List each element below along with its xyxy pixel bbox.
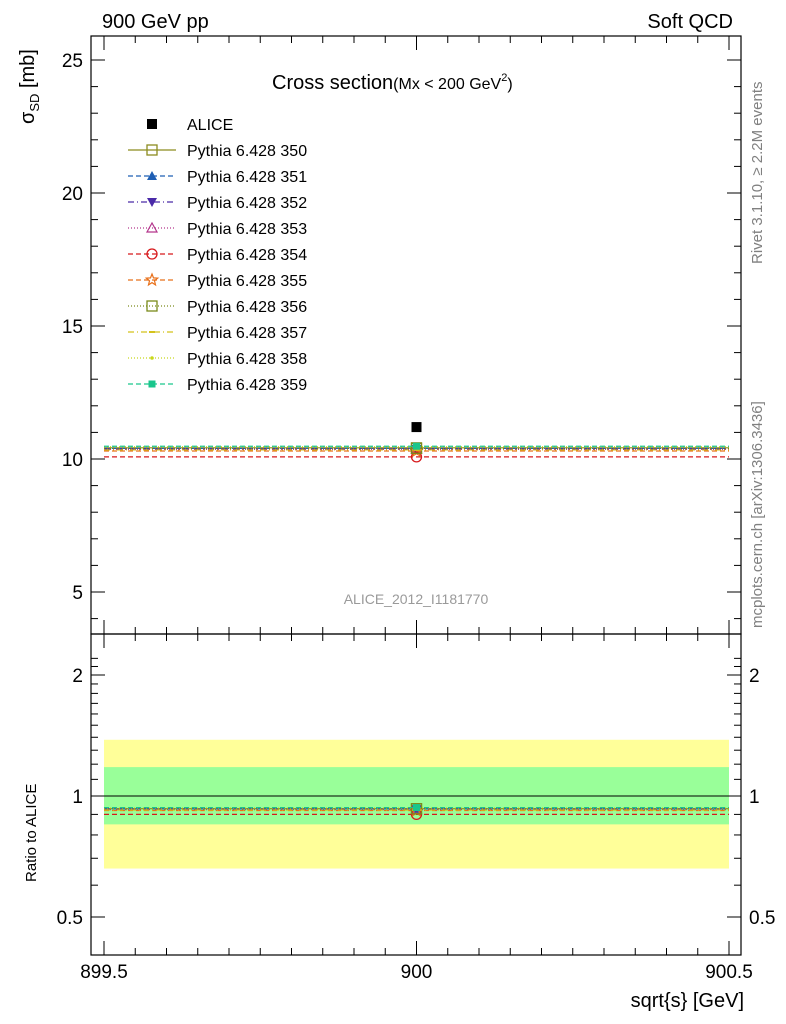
ratio-uncertainty-bands	[91, 739, 741, 869]
ratio-ytick-label: 1	[72, 787, 83, 808]
legend-label: Pythia 6.428 350	[187, 143, 307, 160]
legend-marker	[144, 272, 160, 287]
main-series-marker	[410, 451, 423, 463]
legend-label: Pythia 6.428 353	[187, 221, 307, 238]
ratio-series-marker	[410, 803, 423, 815]
x-axis-label: sqrt{s} [GeV]	[631, 990, 744, 1012]
legend-marker	[146, 144, 158, 156]
legend-marker	[146, 300, 158, 312]
ratio-ytick-label: 0.5	[57, 908, 83, 929]
mcplots-label: mcplots.cern.ch [arXiv:1306.3436]	[749, 401, 766, 628]
y-axis-label-ratio: Ratio to ALICE	[23, 784, 40, 882]
y-axis-label-symbol: σ	[17, 111, 39, 124]
main-ytick-label: 5	[72, 583, 83, 604]
main-mc-lines	[104, 442, 729, 463]
chart-title: Cross section(Mx < 200 GeV2)	[272, 72, 513, 94]
chart-title-sup: 2	[501, 72, 507, 84]
legend-label: Pythia 6.428 355	[187, 273, 307, 290]
ratio-series-marker	[413, 804, 420, 812]
main-ytick-label: 25	[62, 51, 83, 72]
legend-marker	[147, 198, 157, 207]
legend-label: Pythia 6.428 352	[187, 195, 307, 212]
main-ytick-label: 10	[62, 450, 83, 471]
legend-marker	[148, 380, 156, 388]
legend-label: Pythia 6.428 354	[187, 247, 307, 264]
main-ytick-label: 15	[62, 317, 83, 338]
alice-data-point	[411, 422, 422, 433]
legend-label: Pythia 6.428 357	[187, 325, 307, 342]
xtick-label: 899.5	[80, 962, 128, 983]
y-axis-label-main: σSD [mb]	[17, 49, 42, 124]
ratio-series-marker	[409, 802, 424, 817]
legend-label: Pythia 6.428 356	[187, 299, 307, 316]
legend-marker	[145, 221, 159, 233]
y-axis-label-subscript: SD	[27, 94, 42, 112]
ratio-ytick-label-right: 0.5	[749, 908, 775, 929]
chart-title-sub: (Mx < 200 GeV	[393, 76, 501, 93]
legend-label: Pythia 6.428 358	[187, 351, 307, 368]
legend-label: Pythia 6.428 359	[187, 377, 307, 394]
header-right: Soft QCD	[647, 11, 733, 33]
xtick-label: 900	[401, 962, 433, 983]
ratio-mc-lines	[104, 802, 729, 821]
legend-label: Pythia 6.428 351	[187, 169, 307, 186]
chart-title-main: Cross section	[272, 72, 393, 94]
ratio-ytick-label-right: 2	[749, 666, 760, 687]
data-marks	[411, 422, 422, 433]
main-series-marker	[413, 442, 420, 450]
legend-marker	[147, 171, 157, 180]
legend-marker-alice	[147, 119, 157, 129]
legend-marker	[150, 356, 154, 360]
analysis-watermark: ALICE_2012_I1181770	[344, 591, 489, 607]
header-left: 900 GeV pp	[102, 11, 209, 33]
rivet-label: Rivet 3.1.10, ≥ 2.2M events	[749, 82, 766, 265]
chart-title-close: )	[507, 76, 512, 93]
y-axis-label-unit: [mb]	[17, 49, 39, 93]
legend-label-alice: ALICE	[187, 117, 233, 134]
legend: ALICE Pythia 6.428 350 Pythia 6.428 351 Pyt…	[128, 117, 307, 394]
legend-marker	[146, 248, 158, 260]
xtick-label: 900.5	[705, 962, 753, 983]
ratio-ytick-label-right: 1	[749, 787, 760, 808]
ratio-ytick-label: 2	[72, 666, 83, 687]
axis-ticks: 5 10 15 20 25 0.5 0.5 1 1 2 2 899.5 900 900.5	[57, 36, 775, 983]
main-ytick-label: 20	[62, 184, 83, 205]
